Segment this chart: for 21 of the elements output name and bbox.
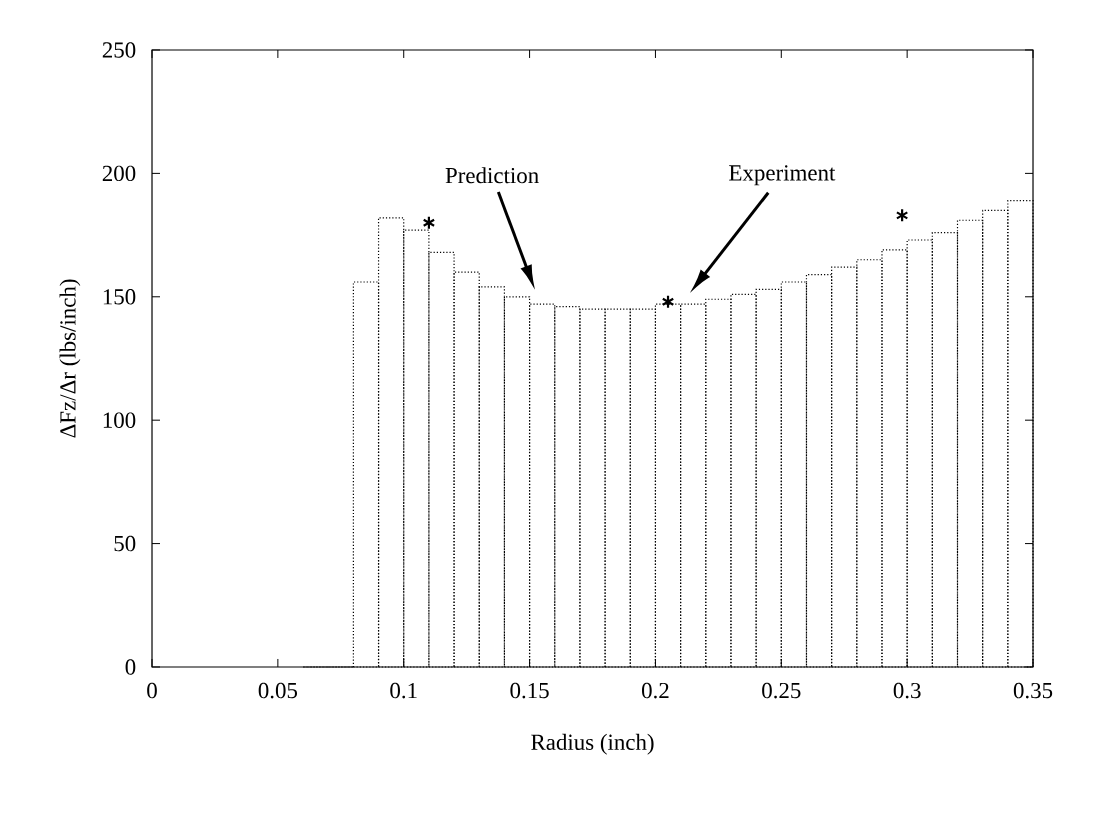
x-tick-label: 0.05 — [258, 682, 298, 699]
x-tick-label: 0.1 — [390, 682, 417, 699]
x-tick-label: 0.15 — [510, 682, 549, 699]
annotation: Experiment — [729, 165, 836, 186]
x-tick-label: 0.2 — [641, 682, 669, 699]
y-axis-title: ΔFz/Δr (lbs/inch) — [59, 279, 81, 438]
point — [895, 208, 909, 223]
x-tick-label: 0.35 — [1013, 682, 1053, 699]
x-tick-label: 0.25 — [762, 682, 801, 699]
annotation: Prediction — [445, 167, 539, 184]
x-tick-label: 0 — [147, 682, 157, 699]
x-tick-label: 0.3 — [893, 682, 921, 699]
point — [661, 294, 675, 309]
y-tick-label: 150 — [103, 289, 136, 305]
y-tick-label: 200 — [102, 165, 136, 182]
y-tick-label: 50 — [114, 535, 136, 552]
y-tick-label: 100 — [103, 412, 136, 428]
y-tick-label: 250 — [102, 42, 136, 58]
x-axis-title: Radius (inch) — [531, 733, 654, 755]
y-tick-label: 0 — [125, 659, 136, 675]
point — [422, 215, 436, 230]
